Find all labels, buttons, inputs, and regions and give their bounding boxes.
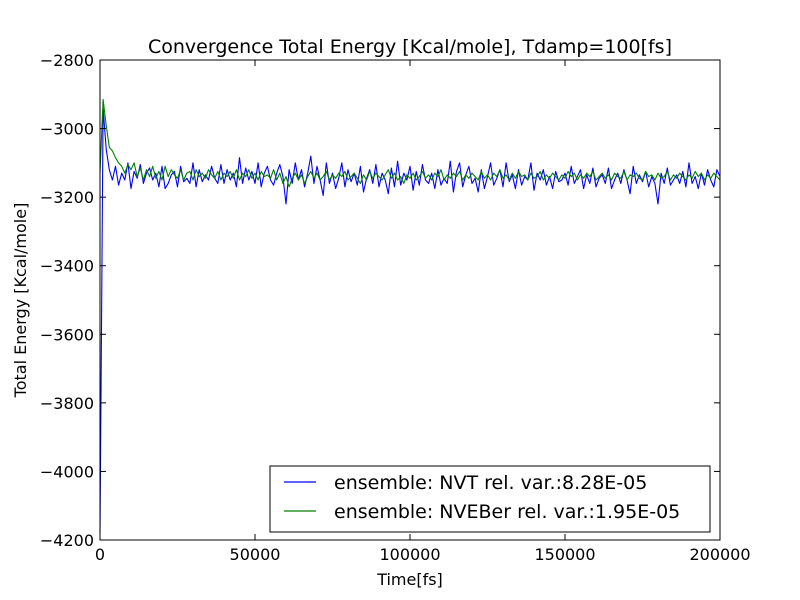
x-tick-label: 200000	[689, 545, 750, 564]
y-axis-title: Total Energy [Kcal/mole]	[11, 203, 30, 399]
y-tick-label: −3200	[40, 188, 94, 207]
y-tick-label: −4000	[40, 462, 94, 481]
y-tick-label: −2800	[40, 51, 94, 70]
x-axis-title: Time[fs]	[376, 570, 443, 589]
legend: ensemble: NVT rel. var.:8.28E-05 ensembl…	[269, 465, 711, 533]
x-axis: 0 50000 100000 150000 200000	[95, 60, 751, 564]
legend-label-nvt: ensemble: NVT rel. var.:8.28E-05	[334, 472, 647, 494]
y-tick-label: −3800	[40, 394, 94, 413]
x-tick-label: 100000	[379, 545, 440, 564]
y-tick-label: −3600	[40, 325, 94, 344]
y-axis: −2800 −3000 −3200 −3400 −3600 −3800 −4000 −4200	[40, 51, 720, 550]
series-line-1	[99, 98, 721, 188]
y-tick-label: −3400	[40, 257, 94, 276]
x-tick-label: 150000	[534, 545, 595, 564]
y-tick-label: −3000	[40, 120, 94, 139]
legend-label-nveber: ensemble: NVEBer rel. var.:1.95E-05	[334, 501, 680, 523]
plot-area	[99, 98, 721, 534]
legend-box	[269, 465, 711, 533]
x-tick-label: 0	[95, 545, 105, 564]
x-tick-label: 50000	[230, 545, 281, 564]
y-tick-label: −4200	[40, 531, 94, 550]
chart-title: Convergence Total Energy [Kcal/mole], Td…	[148, 36, 672, 58]
